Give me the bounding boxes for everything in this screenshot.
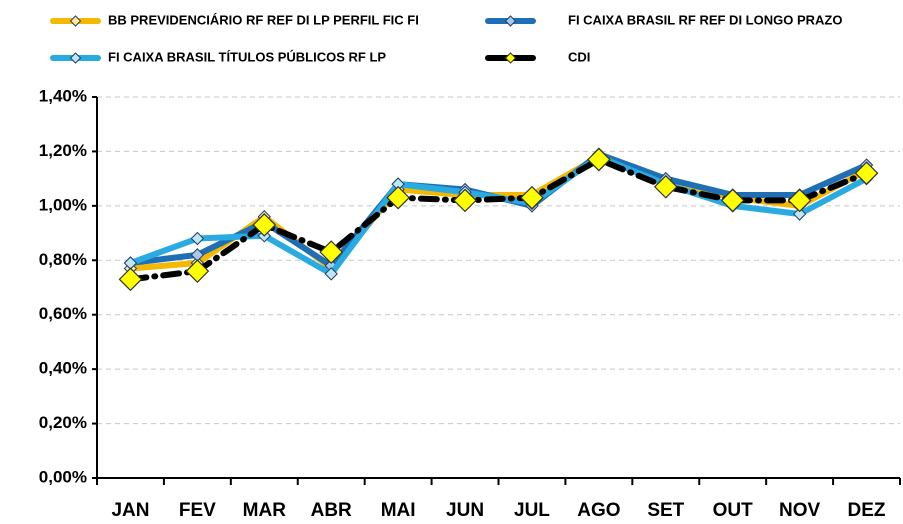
legend-label: BB PREVIDENCIÁRIO RF REF DI LP PERFIL FI… xyxy=(108,12,419,27)
data-point xyxy=(787,188,812,213)
legend-marker xyxy=(504,52,517,64)
x-tick-label: MAI xyxy=(381,500,416,521)
x-tick-label: ABR xyxy=(311,500,352,521)
y-tick-label: 1,40% xyxy=(39,86,87,105)
series-line xyxy=(127,153,870,277)
y-tick-label: 0,20% xyxy=(39,413,87,432)
x-tick-label: OUT xyxy=(713,500,754,521)
data-point xyxy=(520,185,544,210)
data-point xyxy=(653,174,678,199)
series-line xyxy=(127,153,870,272)
data-point xyxy=(252,213,277,237)
data-point xyxy=(386,185,410,210)
data-point xyxy=(854,161,879,186)
data-point xyxy=(319,240,344,264)
x-tick-label: NOV xyxy=(779,500,821,521)
data-point xyxy=(453,188,477,213)
y-tick-label: 1,20% xyxy=(39,141,87,160)
y-tick-label: 0,00% xyxy=(39,467,87,486)
legend-marker xyxy=(504,15,517,27)
x-tick-label: JUN xyxy=(446,500,484,521)
data-point xyxy=(118,267,143,292)
y-tick-label: 0,40% xyxy=(39,359,87,378)
x-tick-label: DEZ xyxy=(848,500,886,521)
legend-marker xyxy=(69,15,82,27)
legend-label: CDI xyxy=(568,49,590,64)
x-tick-label: FEV xyxy=(179,500,216,521)
x-tick-label: SET xyxy=(647,500,684,521)
y-tick-label: 1,00% xyxy=(39,195,87,214)
data-point xyxy=(792,207,807,221)
y-tick-label: 0,80% xyxy=(39,250,87,269)
data-point xyxy=(190,231,205,246)
data-point xyxy=(185,259,210,284)
data-point xyxy=(587,147,611,172)
legend-label: FI CAIXA BRASIL RF REF DI LONGO PRAZO xyxy=(568,12,842,27)
data-point xyxy=(720,188,745,213)
legend-marker xyxy=(69,52,82,64)
x-tick-label: AGO xyxy=(577,500,620,521)
series-line xyxy=(127,156,870,283)
x-tick-label: JUL xyxy=(514,500,550,521)
x-tick-label: JAN xyxy=(111,500,149,521)
legend-label: FI CAIXA BRASIL TÍTULOS PÚBLICOS RF LP xyxy=(108,49,386,64)
data-point xyxy=(324,267,338,281)
y-tick-label: 0,60% xyxy=(39,304,87,323)
x-tick-label: MAR xyxy=(243,500,287,521)
